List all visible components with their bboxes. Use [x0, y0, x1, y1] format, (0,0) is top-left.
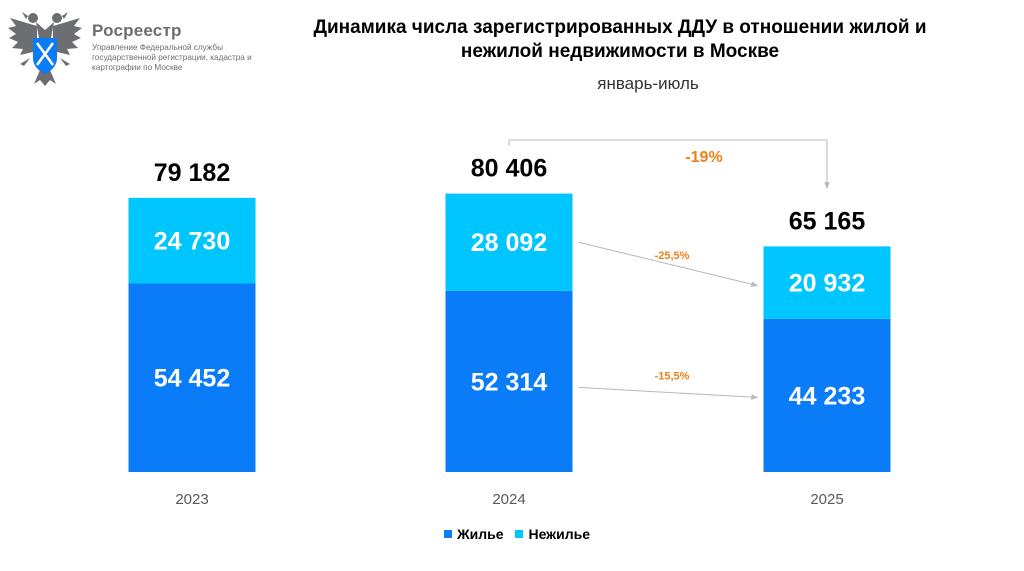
legend-item-residential: Жилье — [444, 526, 504, 542]
legend: Жилье Нежилье — [0, 526, 1024, 542]
change-label-residential: -15,5% — [655, 370, 690, 382]
x-tick-label-2024: 2024 — [492, 491, 525, 508]
legend-item-nonresidential: Нежилье — [515, 526, 590, 542]
bar-nonresidential-2023 — [128, 197, 256, 284]
change-label-nonresidential: -25,5% — [655, 250, 690, 262]
rosreestr-logo: Росреестр Управление Федеральной службы … — [6, 8, 266, 88]
x-tick-label-2023: 2023 — [175, 491, 208, 508]
data-label-nonresidential-2023: 24 730 — [154, 228, 230, 256]
data-label-residential-2025: 44 233 — [789, 382, 865, 410]
data-label-residential-2023: 54 452 — [154, 365, 230, 393]
change-arrow-nonresidential — [578, 241, 759, 287]
data-label-residential-2024: 52 314 — [471, 368, 548, 396]
legend-label-nonresidential: Нежилье — [528, 526, 590, 542]
double-headed-eagle-emblem-icon — [8, 12, 82, 86]
data-label-nonresidential-2024: 28 092 — [471, 229, 547, 257]
change-arrow-total — [508, 139, 830, 190]
total-label-2025: 65 165 — [789, 207, 866, 235]
chart-subtitle: январь-июль — [597, 74, 699, 93]
change-arrow-residential — [578, 386, 759, 400]
chart-title: Динамика числа зарегистрированных ДДУ в … — [313, 17, 927, 62]
legend-swatch-nonresidential — [515, 530, 524, 538]
bar-nonresidential-2025 — [763, 246, 891, 319]
legend-label-residential: Жилье — [457, 526, 504, 542]
bar-nonresidential-2024 — [445, 193, 573, 291]
logo-title: Росреестр — [92, 21, 182, 40]
change-label-total: -19% — [685, 149, 722, 166]
total-label-2024: 80 406 — [471, 155, 547, 183]
logo-subtitle: Управление Федеральной службы государств… — [92, 43, 252, 72]
legend-swatch-residential — [444, 530, 453, 538]
data-label-nonresidential-2025: 20 932 — [789, 270, 865, 298]
total-label-2023: 79 182 — [154, 159, 230, 187]
bar-residential-2024 — [445, 290, 573, 472]
x-tick-label-2025: 2025 — [810, 491, 843, 508]
bar-residential-2025 — [763, 318, 891, 472]
bar-residential-2023 — [128, 283, 256, 472]
